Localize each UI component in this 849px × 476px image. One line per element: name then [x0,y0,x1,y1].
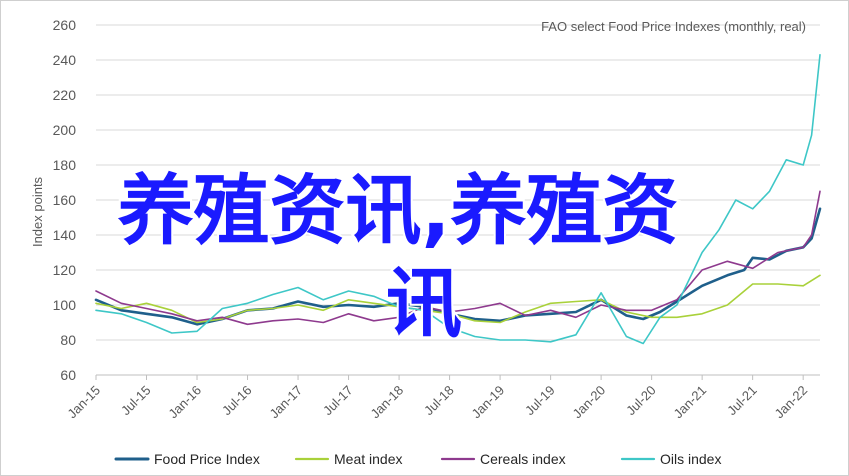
legend-label-oils: Oils index [660,451,721,467]
legend: Food Price Index Meat index Cereals index O… [114,451,721,467]
overlay-text-line1: 养殖资讯,养殖资 [118,166,679,255]
y-tick-label: 220 [53,87,77,103]
legend-label-cereals: Cereals index [480,451,566,467]
series-line-oils [95,54,821,345]
series-lines [94,54,822,345]
x-tick-label: Jul-16 [219,383,255,419]
y-axis-label: Index points [30,176,45,247]
y-tick-label: 60 [60,367,76,383]
x-tick-label: Jul-17 [320,383,356,419]
gridlines [96,24,820,376]
y-tick-label: 240 [53,52,77,68]
y-tick-label: 200 [53,122,77,138]
x-tick-label: Jul-15 [118,383,154,419]
y-tick-label: 120 [53,262,77,278]
x-tick-label: Jan-21 [671,383,710,422]
legend-label-meat: Meat index [334,451,402,467]
x-tick-label: Jul-20 [623,383,659,419]
chart-title: FAO select Food Price Indexes (monthly, … [541,19,806,34]
x-tick-label: Jan-22 [772,383,811,422]
x-tick-label: Jul-21 [724,383,760,419]
series-line-cereals [95,190,821,326]
overlay-text-line2: 讯 [386,259,462,348]
watermark-overlay: 养殖资讯,养殖资 讯 [116,164,681,350]
y-tick-label: 140 [53,227,77,243]
x-tick-label: Jan-20 [570,383,609,422]
x-tick-label: Jan-19 [469,383,508,422]
y-tick-label: 80 [60,332,76,348]
x-tick-label: Jul-19 [522,383,558,419]
x-tick-label: Jan-18 [367,383,406,422]
y-tick-label: 100 [53,297,77,313]
legend-label-food: Food Price Index [154,451,260,467]
x-tick-labels: Jan-15 Jul-15 Jan-16 Jul-16 Jan-17 Jul-17 Jan-… [64,375,810,421]
y-tick-labels: 60 80 100 120 140 160 180 200 220 240 260 [53,17,77,383]
x-tick-label: Jan-17 [266,383,305,422]
x-tick-label: Jan-16 [165,383,204,422]
series-line-meat [95,274,821,324]
y-tick-label: 160 [53,192,77,208]
y-tick-label: 260 [53,17,77,33]
y-tick-label: 180 [53,157,77,173]
x-tick-label: Jul-18 [421,383,457,419]
x-tick-label: Jan-15 [64,383,103,422]
